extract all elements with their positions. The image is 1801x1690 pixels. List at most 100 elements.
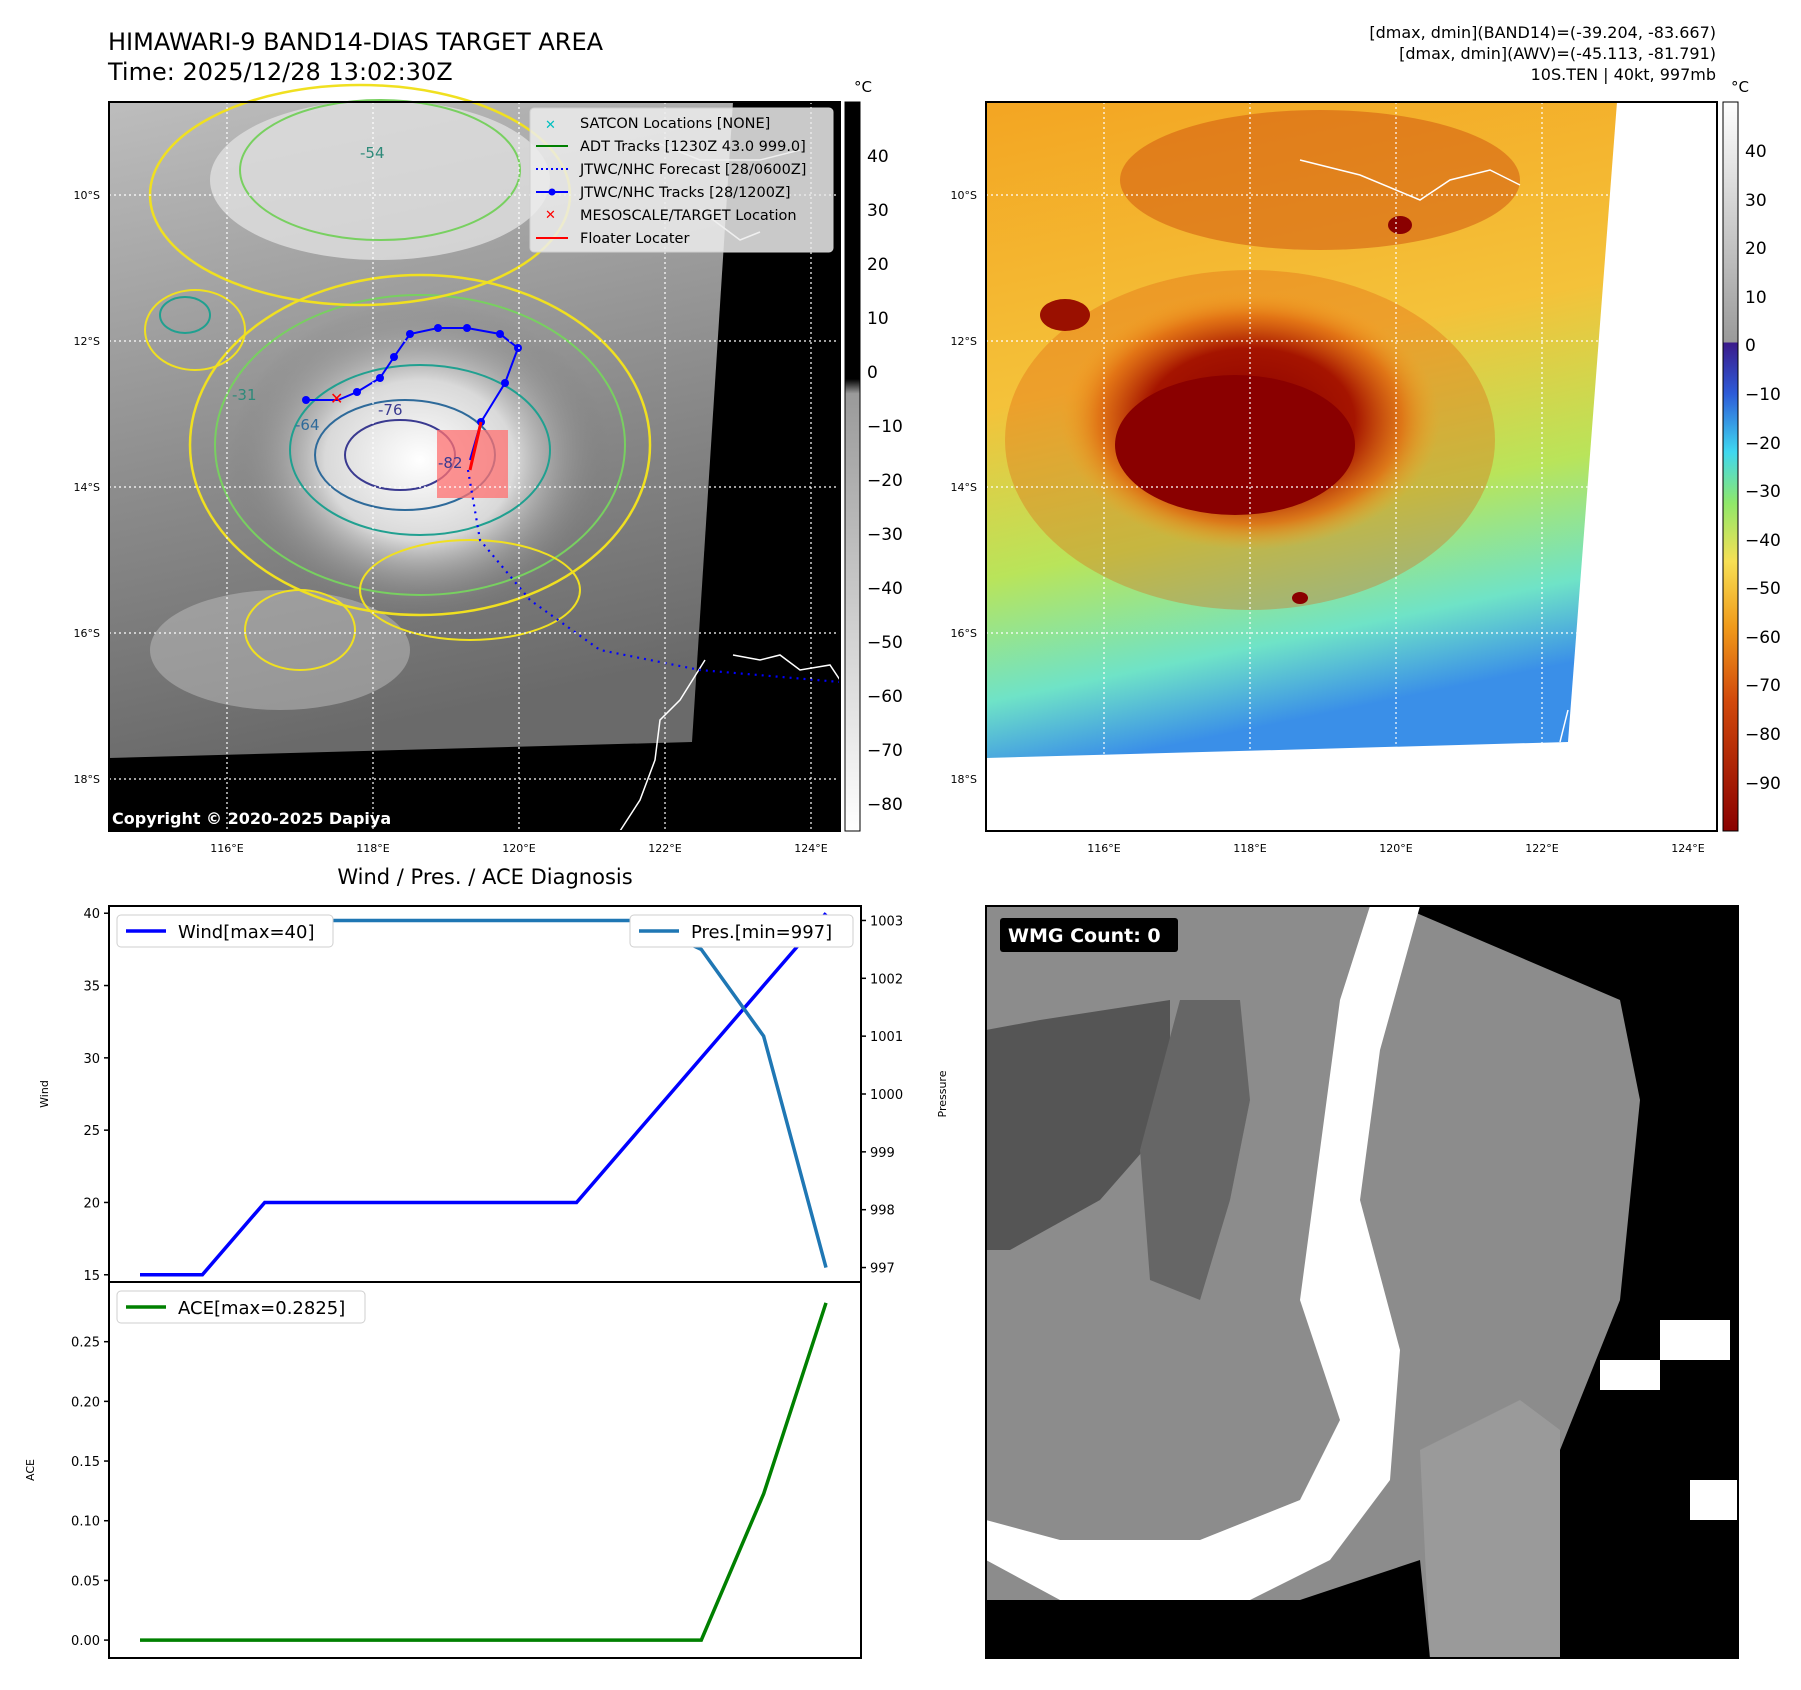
wind-ytick-label: 25 xyxy=(83,1124,100,1139)
right-map-lat-ticks: 10°S 12°S 14°S 16°S 18°S xyxy=(951,189,977,786)
lon-tick: 122°E xyxy=(648,842,681,855)
wind-legend-label: Wind[max=40] xyxy=(178,922,315,943)
colorbar-tick: −70 xyxy=(867,741,903,761)
lat-tick: 18°S xyxy=(74,773,100,786)
legend-item: SATCON Locations [NONE] xyxy=(580,116,770,132)
ace-ytick-label: 0.05 xyxy=(71,1574,100,1589)
wind-pressure-chart: 15 20 25 30 35 40 997 998 999 1000 1001 1002 1003 Wi… xyxy=(38,905,949,1284)
awv-color-map xyxy=(985,101,1718,832)
lat-tick: 12°S xyxy=(74,335,100,348)
pressure-ytick-label: 1000 xyxy=(870,1088,903,1103)
colorbar-tick: −50 xyxy=(1745,579,1781,599)
contour-label-3: -64 xyxy=(295,416,320,434)
lon-tick: 120°E xyxy=(502,842,535,855)
ace-ytick-label: 0.00 xyxy=(71,1634,100,1649)
ace-legend-label: ACE[max=0.2825] xyxy=(178,1298,345,1319)
colorbar-tick: −10 xyxy=(867,417,903,437)
left-colorbar: °C 40 30 20 10 0 −10 −20 −30 −40 −50 −60… xyxy=(844,78,903,832)
colorbar-tick: −40 xyxy=(867,579,903,599)
colorbar-tick: 10 xyxy=(867,309,889,329)
pressure-ytick-label: 1002 xyxy=(870,972,903,987)
left-map-lon-ticks: 116°E 118°E 120°E 122°E 124°E xyxy=(210,842,827,855)
colorbar-tick: 30 xyxy=(1745,191,1767,211)
lat-tick: 14°S xyxy=(951,481,977,494)
colorbar-unit: °C xyxy=(1731,78,1749,96)
legend-item: JTWC/NHC Forecast [28/0600Z] xyxy=(579,162,806,178)
colorbar-tick: 0 xyxy=(867,363,878,383)
contour-label-4: -76 xyxy=(378,401,403,419)
right-colorbar: °C 40 30 20 10 0 −10 −20 −30 −40 −50 −60… xyxy=(1722,78,1781,832)
wind-axis-label: Wind xyxy=(38,1080,51,1108)
svg-text:✕: ✕ xyxy=(545,118,556,133)
colorbar-tick: −80 xyxy=(867,795,903,815)
diagnosis-title: Wind / Pres. / ACE Diagnosis xyxy=(337,865,632,889)
pressure-legend-label: Pres.[min=997] xyxy=(691,922,832,943)
right-map-lon-ticks: 116°E 118°E 120°E 122°E 124°E xyxy=(1087,842,1704,855)
ace-ytick-label: 0.25 xyxy=(71,1336,100,1351)
colorbar-tick: −70 xyxy=(1745,676,1781,696)
colorbar-tick: 10 xyxy=(1745,288,1767,308)
figure-title-line1: HIMAWARI-9 BAND14-DIAS TARGET AREA xyxy=(108,28,604,56)
wind-ytick-label: 40 xyxy=(83,907,100,922)
pressure-ytick-label: 997 xyxy=(870,1262,895,1277)
colorbar-tick: −80 xyxy=(1745,725,1781,745)
colorbar-tick: 0 xyxy=(1745,336,1756,356)
lon-tick: 116°E xyxy=(210,842,243,855)
contour-label-1: -54 xyxy=(360,144,385,162)
map-legend: ✕ ✕ SATCON Locations [NONE] ADT Tracks [… xyxy=(529,107,834,253)
ace-axis-label: ACE xyxy=(24,1459,37,1481)
legend-item: JTWC/NHC Tracks [28/1200Z] xyxy=(579,185,791,201)
colorbar-tick: 20 xyxy=(1745,239,1767,259)
lon-tick: 118°E xyxy=(356,842,389,855)
lon-tick: 118°E xyxy=(1233,842,1266,855)
pressure-ytick-label: 1001 xyxy=(870,1030,903,1045)
colorbar-tick: −20 xyxy=(867,471,903,491)
lon-tick: 120°E xyxy=(1379,842,1412,855)
colorbar-tick: 40 xyxy=(1745,142,1767,162)
pressure-ytick-label: 998 xyxy=(870,1204,895,1219)
stats-line2: [dmax, dmin](AWV)=(-45.113, -81.791) xyxy=(1399,44,1716,63)
pressure-axis-label: Pressure xyxy=(936,1070,949,1117)
svg-text:✕: ✕ xyxy=(545,208,556,223)
wind-ytick-label: 30 xyxy=(83,1052,100,1067)
colorbar-tick: −60 xyxy=(1745,628,1781,648)
colorbar-tick: −20 xyxy=(1745,434,1781,454)
colorbar-tick: −10 xyxy=(1745,385,1781,405)
ace-ytick-label: 0.10 xyxy=(71,1515,100,1530)
ace-ytick-label: 0.20 xyxy=(71,1395,100,1410)
colorbar-tick: −50 xyxy=(867,633,903,653)
legend-item: MESOSCALE/TARGET Location xyxy=(580,208,797,224)
lat-tick: 16°S xyxy=(951,627,977,640)
colorbar-unit: °C xyxy=(854,78,872,96)
wind-ytick-label: 20 xyxy=(83,1196,100,1211)
pressure-ytick-label: 1003 xyxy=(870,914,903,929)
lon-tick: 124°E xyxy=(1671,842,1704,855)
contour-label-5: -82 xyxy=(438,454,463,472)
colorbar-tick: −30 xyxy=(867,525,903,545)
contour-label-2: -31 xyxy=(232,386,257,404)
svg-text:✕: ✕ xyxy=(330,389,343,408)
wmg-count-label: WMG Count: 0 xyxy=(1008,925,1161,947)
lon-tick: 122°E xyxy=(1525,842,1558,855)
ace-ytick-label: 0.15 xyxy=(71,1455,100,1470)
legend-item: Floater Locater xyxy=(580,231,689,247)
lat-tick: 16°S xyxy=(74,627,100,640)
left-map-lat-ticks: 10°S 12°S 14°S 16°S 18°S xyxy=(74,189,100,786)
wmg-panel: WMG Count: 0 xyxy=(985,905,1739,1659)
colorbar-tick: 40 xyxy=(867,147,889,167)
lon-tick: 124°E xyxy=(794,842,827,855)
stats-line1: [dmax, dmin](BAND14)=(-39.204, -83.667) xyxy=(1369,23,1716,42)
stats-line3: 10S.TEN | 40kt, 997mb xyxy=(1531,65,1716,84)
lat-tick: 18°S xyxy=(951,773,977,786)
ace-chart: 0.00 0.05 0.10 0.15 0.20 0.25 ACE ACE[max=0.2… xyxy=(24,1281,862,1659)
pressure-ytick-label: 999 xyxy=(870,1146,895,1161)
wind-ytick-label: 35 xyxy=(83,980,100,995)
wind-series-line xyxy=(140,912,828,1277)
figure-title-line2: Time: 2025/12/28 13:02:30Z xyxy=(107,58,453,86)
colorbar-tick: −90 xyxy=(1745,774,1781,794)
wind-ytick-label: 15 xyxy=(83,1269,100,1284)
lat-tick: 10°S xyxy=(951,189,977,202)
legend-item: ADT Tracks [1230Z 43.0 999.0] xyxy=(580,139,806,155)
colorbar-tick: 20 xyxy=(867,255,889,275)
colorbar-tick: −40 xyxy=(1745,531,1781,551)
